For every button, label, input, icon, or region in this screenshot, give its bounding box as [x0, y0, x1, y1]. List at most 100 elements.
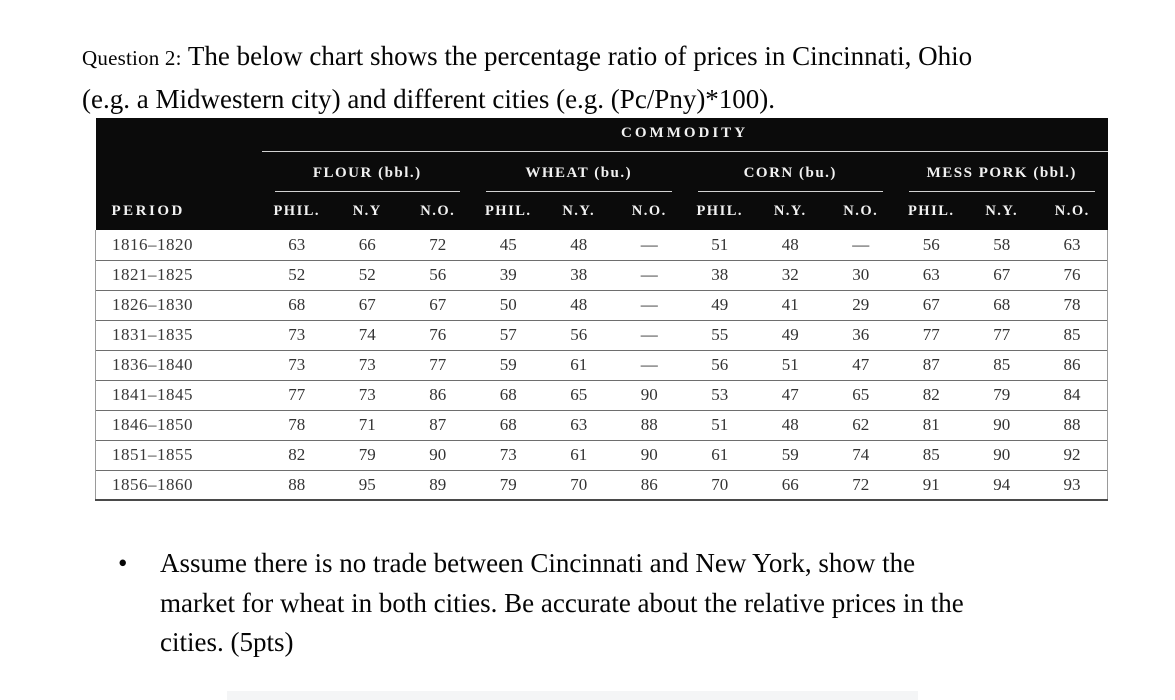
table-row: 1821–1825 52 52 56 39 38—38 32 30 63 67 76 — [95, 259, 1109, 290]
value-cell: 73 — [332, 379, 403, 410]
value-cell: 62 — [825, 409, 896, 440]
period-cell: 1836–1840 — [95, 349, 262, 380]
value-cell: — — [614, 259, 685, 290]
value-cell: 77 — [896, 319, 967, 350]
table-row: 1841–1845 77 73 86 68 65 90 53 47 65 82 79 84 — [95, 379, 1109, 410]
value-cell: 68 — [261, 289, 332, 320]
period-cell: 1831–1835 — [95, 319, 262, 350]
question-line-1: Question 2: The below chart shows the pe… — [82, 36, 1142, 79]
value-cell: 82 — [261, 439, 332, 470]
value-cell: 73 — [261, 349, 332, 380]
value-cell: 90 — [966, 439, 1037, 470]
table-row: 1836–1840 73 73 77 59 61—56 51 47 87 85 86 — [95, 349, 1109, 380]
period-cell: 1846–1850 — [95, 409, 262, 440]
table-body: 1816–1820 63 66 72 45 48—51 48—56 58 63 1821–1825… — [95, 230, 1109, 501]
col-header-flour-phil: PHIL. — [261, 192, 332, 230]
value-cell: 68 — [473, 409, 544, 440]
price-ratio-table: COMMODITY FLOUR (bbl.) WHEAT (bu.) CORN … — [95, 118, 1109, 501]
group-header-flour: FLOUR (bbl.) — [261, 152, 473, 192]
value-cell: 58 — [966, 230, 1037, 260]
col-header-corn-no: N.O. — [825, 192, 896, 230]
value-cell: 79 — [332, 439, 403, 470]
table-header: COMMODITY FLOUR (bbl.) WHEAT (bu.) CORN … — [95, 118, 1108, 230]
col-header-pork-phil: PHIL. — [896, 192, 967, 230]
table-row: 1826–1830 68 67 67 50 48—49 41 29 67 68 78 — [95, 289, 1109, 320]
value-cell: 47 — [755, 379, 826, 410]
value-cell: 72 — [825, 469, 896, 501]
value-cell: 87 — [402, 409, 473, 440]
value-cell: 85 — [896, 439, 967, 470]
value-cell: 55 — [684, 319, 755, 350]
value-cell: 32 — [755, 259, 826, 290]
commodity-group-row: FLOUR (bbl.) WHEAT (bu.) CORN (bu.) MESS… — [95, 152, 1108, 192]
period-cell: 1851–1855 — [95, 439, 262, 470]
value-cell: 68 — [473, 379, 544, 410]
city-columns-row: PERIOD PHIL. N.Y N.O. PHIL. N.Y. N.O. PH… — [95, 192, 1108, 230]
value-cell: — — [614, 289, 685, 320]
value-cell: 86 — [614, 469, 685, 501]
question-line-2: (e.g. a Midwestern city) and different c… — [82, 84, 776, 114]
period-cell: 1816–1820 — [95, 230, 262, 260]
table-row: 1846–1850 78 71 87 68 63 88 51 48 62 81 90 88 — [95, 409, 1109, 440]
value-cell: 77 — [402, 349, 473, 380]
value-cell: 74 — [825, 439, 896, 470]
value-cell: 63 — [543, 409, 614, 440]
value-cell: 90 — [402, 439, 473, 470]
value-cell: 95 — [332, 469, 403, 501]
header-corner — [95, 118, 262, 152]
value-cell: 85 — [966, 349, 1037, 380]
value-cell: 73 — [332, 349, 403, 380]
value-cell: 76 — [1037, 259, 1109, 290]
value-cell: 82 — [896, 379, 967, 410]
value-cell: 94 — [966, 469, 1037, 501]
question-text: Question 2: The below chart shows the pe… — [82, 36, 1142, 120]
value-cell: 67 — [896, 289, 967, 320]
value-cell: 48 — [543, 289, 614, 320]
value-cell: 36 — [825, 319, 896, 350]
period-cell: 1841–1845 — [95, 379, 262, 410]
value-cell: 78 — [261, 409, 332, 440]
value-cell: 90 — [614, 379, 685, 410]
value-cell: 56 — [896, 230, 967, 260]
value-cell: 53 — [684, 379, 755, 410]
col-header-wheat-no: N.O. — [614, 192, 685, 230]
value-cell: 73 — [261, 319, 332, 350]
value-cell: 88 — [614, 409, 685, 440]
value-cell: 29 — [825, 289, 896, 320]
value-cell: 63 — [1037, 230, 1109, 260]
value-cell: 67 — [332, 289, 403, 320]
question-line-1-text: The below chart shows the percentage rat… — [187, 41, 973, 71]
value-cell: 72 — [402, 230, 473, 260]
col-header-wheat-ny: N.Y. — [543, 192, 614, 230]
value-cell: 74 — [332, 319, 403, 350]
value-cell: 65 — [543, 379, 614, 410]
commodity-header-row: COMMODITY — [95, 118, 1108, 152]
value-cell: 48 — [755, 409, 826, 440]
value-cell: 66 — [332, 230, 403, 260]
value-cell: — — [825, 230, 896, 260]
col-header-pork-ny: N.Y. — [966, 192, 1037, 230]
col-header-wheat-phil: PHIL. — [473, 192, 544, 230]
value-cell: 88 — [1037, 409, 1109, 440]
col-header-flour-ny: N.Y — [332, 192, 403, 230]
bullet-item: • Assume there is no trade between Cinci… — [118, 544, 1108, 663]
value-cell: 71 — [332, 409, 403, 440]
value-cell: 51 — [684, 230, 755, 260]
value-cell: 61 — [684, 439, 755, 470]
col-header-flour-no: N.O. — [402, 192, 473, 230]
value-cell: 85 — [1037, 319, 1109, 350]
commodity-header-label: COMMODITY — [261, 125, 1108, 152]
value-cell: 49 — [684, 289, 755, 320]
col-header-corn-ny: N.Y. — [755, 192, 826, 230]
value-cell: — — [614, 349, 685, 380]
value-cell: 59 — [473, 349, 544, 380]
question-label: Question 2: — [82, 46, 182, 70]
col-header-pork-no: N.O. — [1037, 192, 1108, 230]
value-cell: 63 — [896, 259, 967, 290]
header-gap — [95, 152, 262, 192]
period-column-header: PERIOD — [95, 192, 262, 230]
value-cell: 86 — [1037, 349, 1109, 380]
value-cell: 91 — [896, 469, 967, 501]
value-cell: 56 — [684, 349, 755, 380]
